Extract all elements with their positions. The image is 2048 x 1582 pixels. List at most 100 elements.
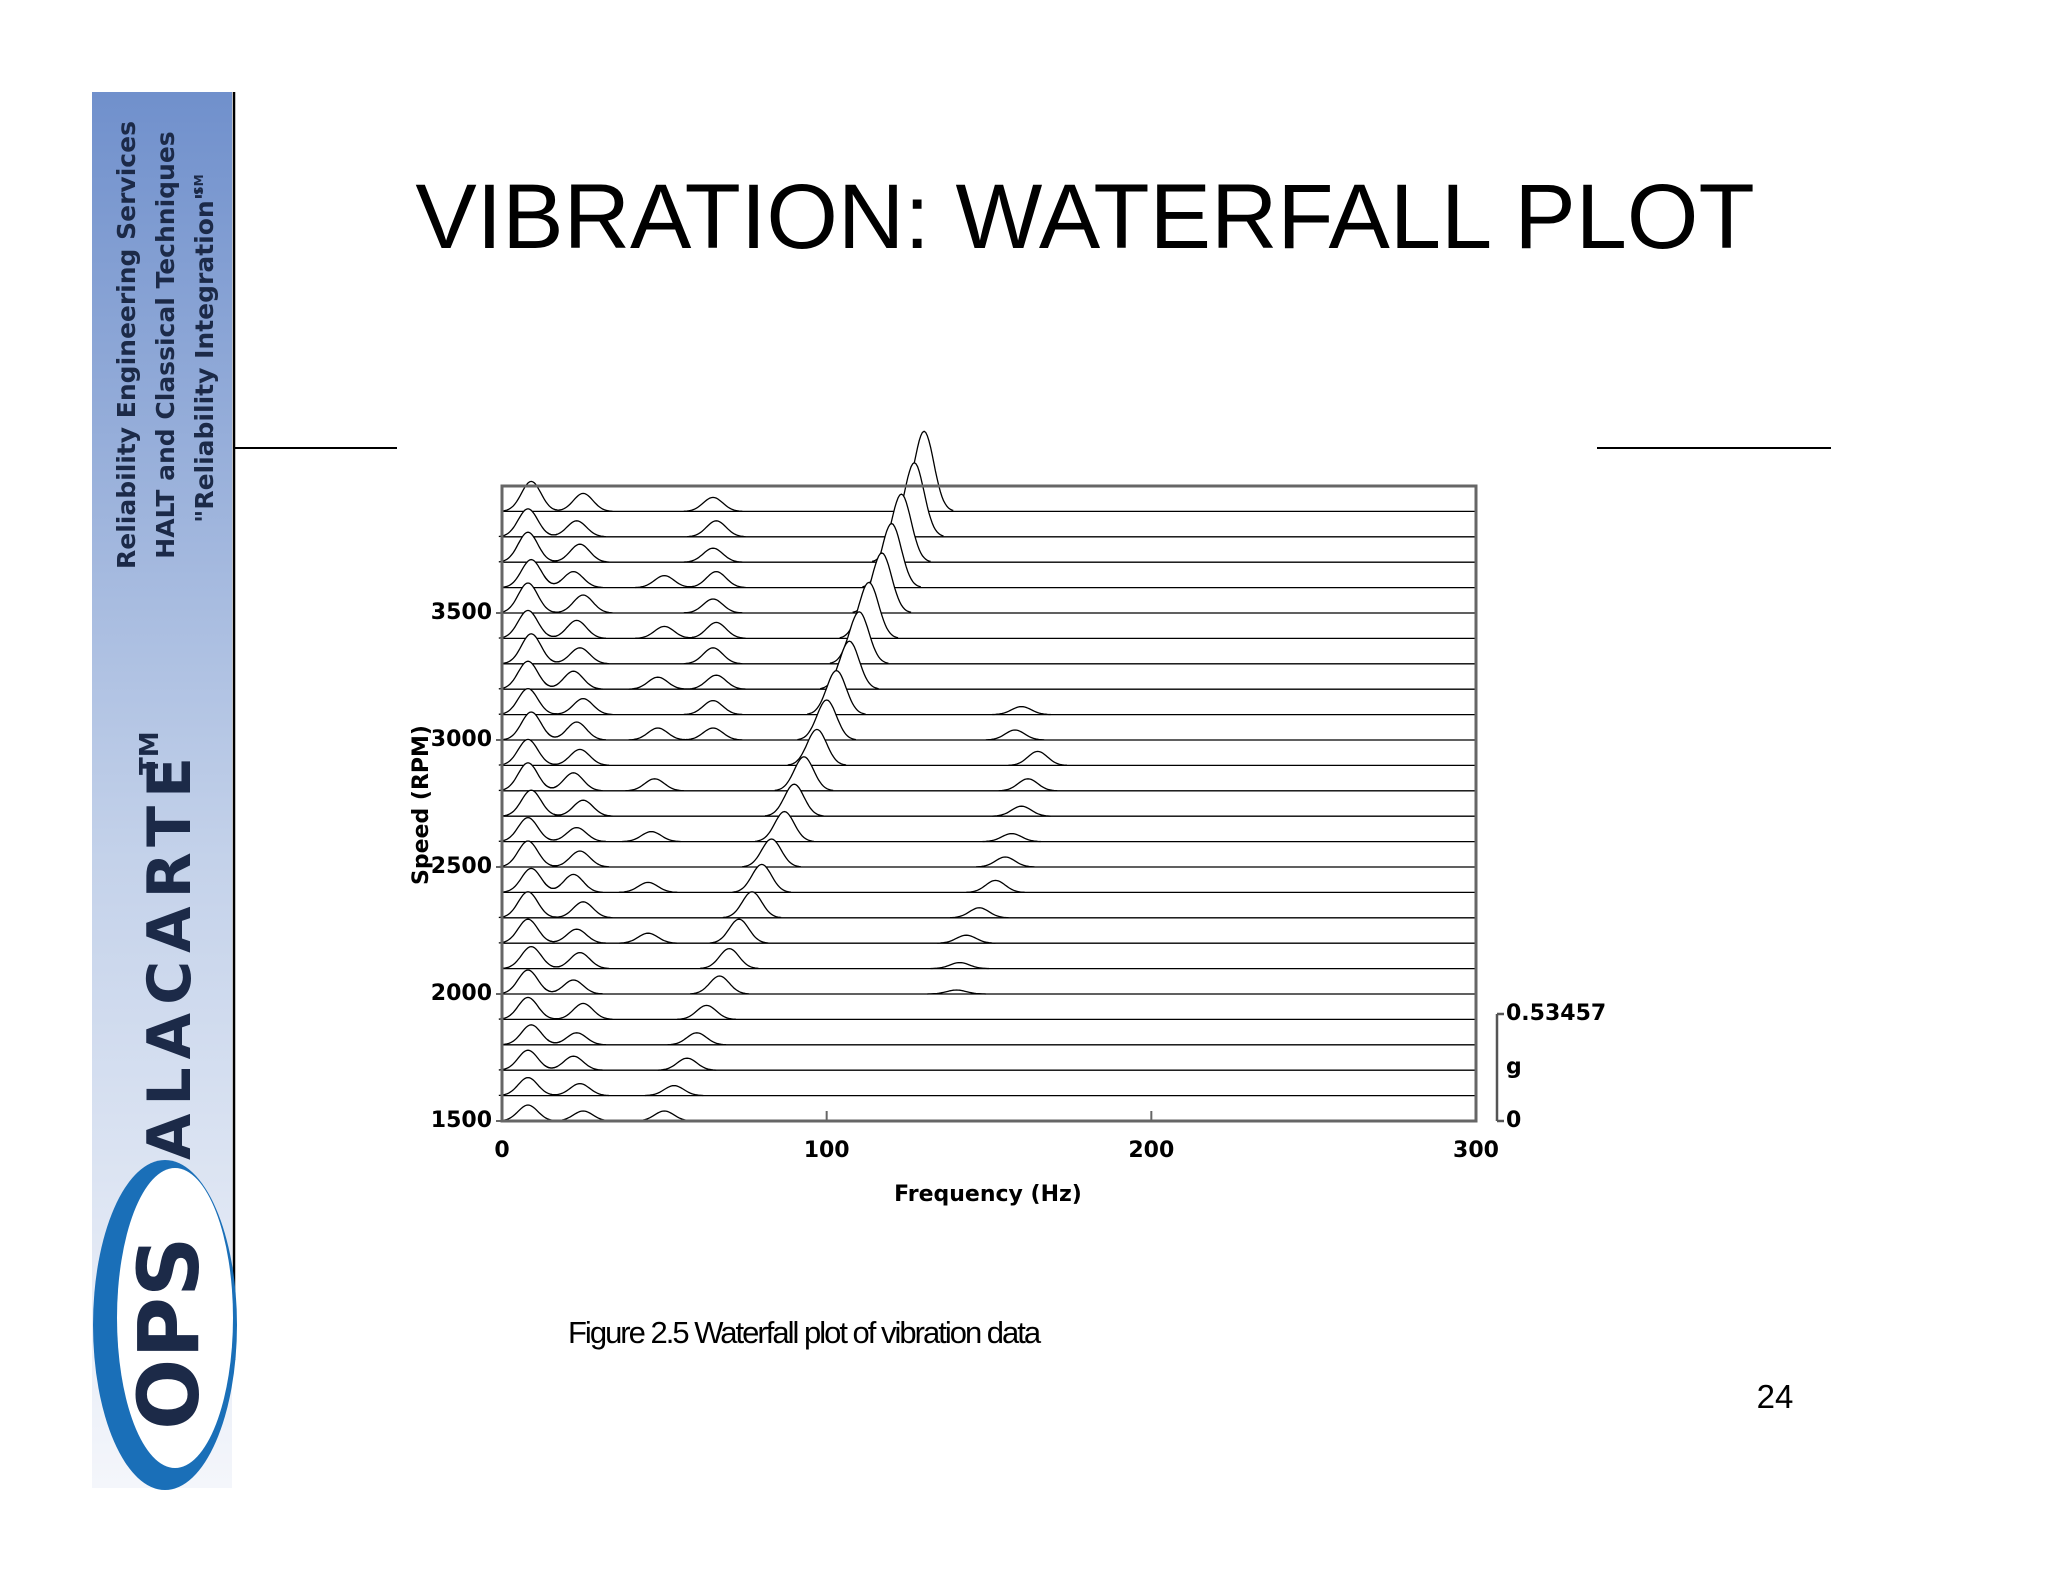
peak — [543, 979, 603, 995]
peak — [553, 799, 613, 817]
sidebar-line: Reliability Engineering Services — [112, 121, 141, 569]
page-number: 24 — [1757, 1378, 1794, 1415]
peak — [1008, 750, 1067, 766]
peak — [732, 863, 792, 893]
peak — [498, 531, 558, 563]
peak — [683, 699, 743, 716]
trademark: TM — [135, 731, 165, 775]
z-axis-label: g — [1506, 1055, 1522, 1080]
peak — [937, 934, 996, 944]
peak — [498, 738, 558, 766]
peak — [677, 1004, 736, 1020]
x-tick-label: 200 — [1128, 1138, 1174, 1163]
peak — [687, 621, 746, 639]
peak — [975, 856, 1035, 868]
peak — [501, 480, 561, 512]
peak — [501, 789, 561, 817]
z-tick-label: 0.53457 — [1506, 1001, 1606, 1026]
z-tick-label: 0 — [1506, 1108, 1521, 1133]
peak — [966, 879, 1025, 893]
peak — [543, 772, 603, 792]
peak — [550, 647, 610, 665]
trace-fill — [502, 1105, 1476, 1121]
peak — [498, 687, 558, 715]
peak — [553, 594, 613, 614]
y-tick-label: 3000 — [431, 727, 492, 752]
peak — [797, 699, 857, 741]
peak — [550, 951, 610, 970]
peak — [498, 891, 558, 919]
peak — [618, 932, 678, 944]
y-tick-label: 2000 — [431, 981, 492, 1006]
peak — [498, 996, 558, 1020]
peak — [628, 727, 688, 741]
sidebar-text: Reliability Engineering Services HALT an… — [112, 121, 219, 569]
peak — [635, 574, 694, 589]
chart: Frequency (Hz) Speed (RPM) 0 100 200 300 150… — [409, 430, 1606, 1207]
peak — [709, 918, 769, 944]
peak — [687, 674, 746, 690]
logo-disc — [117, 1168, 233, 1468]
peak — [543, 873, 603, 893]
peak — [930, 961, 989, 970]
peak — [644, 1084, 704, 1097]
service-mark: SM — [192, 174, 206, 195]
peak — [553, 901, 613, 919]
peak — [787, 728, 847, 766]
peak — [547, 619, 606, 639]
peak — [992, 805, 1051, 817]
peak — [498, 582, 558, 614]
peak — [543, 670, 603, 690]
x-axis-label: Frequency (Hz) — [894, 1182, 1082, 1207]
peak — [635, 625, 694, 639]
sidebar-line: HALT and Classical Techniques — [151, 131, 180, 558]
peak — [547, 1032, 606, 1046]
peak — [690, 975, 749, 995]
peak — [618, 881, 678, 893]
peak — [683, 727, 743, 741]
peak — [742, 838, 801, 868]
peak — [667, 1032, 727, 1046]
peak — [622, 830, 681, 843]
peak — [998, 778, 1058, 792]
peak — [550, 748, 610, 766]
peak — [547, 721, 606, 741]
plot-frame — [500, 484, 1478, 1123]
peak — [683, 647, 743, 665]
brand: ALACARTE TM — [135, 731, 205, 1160]
peak — [982, 832, 1041, 843]
peak — [498, 840, 558, 868]
peak — [985, 729, 1045, 741]
y-axis-label: Speed (RPM) — [409, 725, 434, 885]
peak — [547, 826, 606, 843]
peak — [543, 570, 603, 589]
peak — [683, 547, 743, 563]
x-tick-label: 0 — [494, 1138, 509, 1163]
x-tick-label: 100 — [804, 1138, 850, 1163]
peak — [628, 676, 688, 690]
peak — [543, 1055, 603, 1071]
logo: OPS — [120, 1237, 218, 1430]
peak — [927, 989, 986, 995]
peak — [553, 697, 613, 716]
x-tick-label: 300 — [1453, 1138, 1499, 1163]
sidebar-line: "Reliability Integration" — [190, 187, 219, 522]
peak — [807, 669, 866, 715]
y-tick-label: 1500 — [431, 1108, 492, 1133]
peak — [657, 1057, 717, 1071]
peak — [498, 1104, 558, 1122]
peak — [764, 783, 824, 817]
peak — [550, 543, 610, 563]
y-tick-label: 2500 — [431, 854, 492, 879]
peak — [625, 778, 684, 792]
peak — [683, 598, 743, 614]
peak — [498, 1076, 558, 1097]
trace-fill — [502, 1077, 1476, 1121]
peak — [687, 520, 746, 538]
slide-title: VIBRATION: WATERFALL PLOT — [415, 166, 1754, 268]
peak — [699, 947, 759, 970]
caption: Figure 2.5 Waterfall plot of vibration d… — [568, 1315, 1042, 1350]
peak — [683, 496, 743, 512]
